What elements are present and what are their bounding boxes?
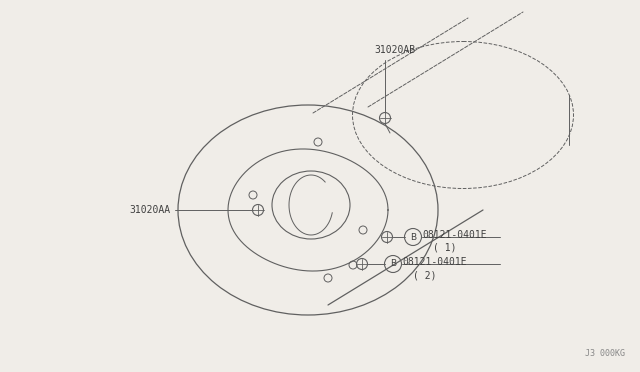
Text: 08121-0401E: 08121-0401E: [402, 257, 467, 267]
Text: B: B: [390, 260, 396, 269]
Text: J3 000KG: J3 000KG: [585, 349, 625, 358]
Text: 08121-0401E: 08121-0401E: [422, 230, 486, 240]
Text: 31020AB: 31020AB: [374, 45, 415, 55]
Text: ( 1): ( 1): [433, 243, 456, 253]
Text: B: B: [410, 232, 416, 241]
Text: ( 2): ( 2): [413, 270, 436, 280]
Text: 31020AA: 31020AA: [129, 205, 170, 215]
